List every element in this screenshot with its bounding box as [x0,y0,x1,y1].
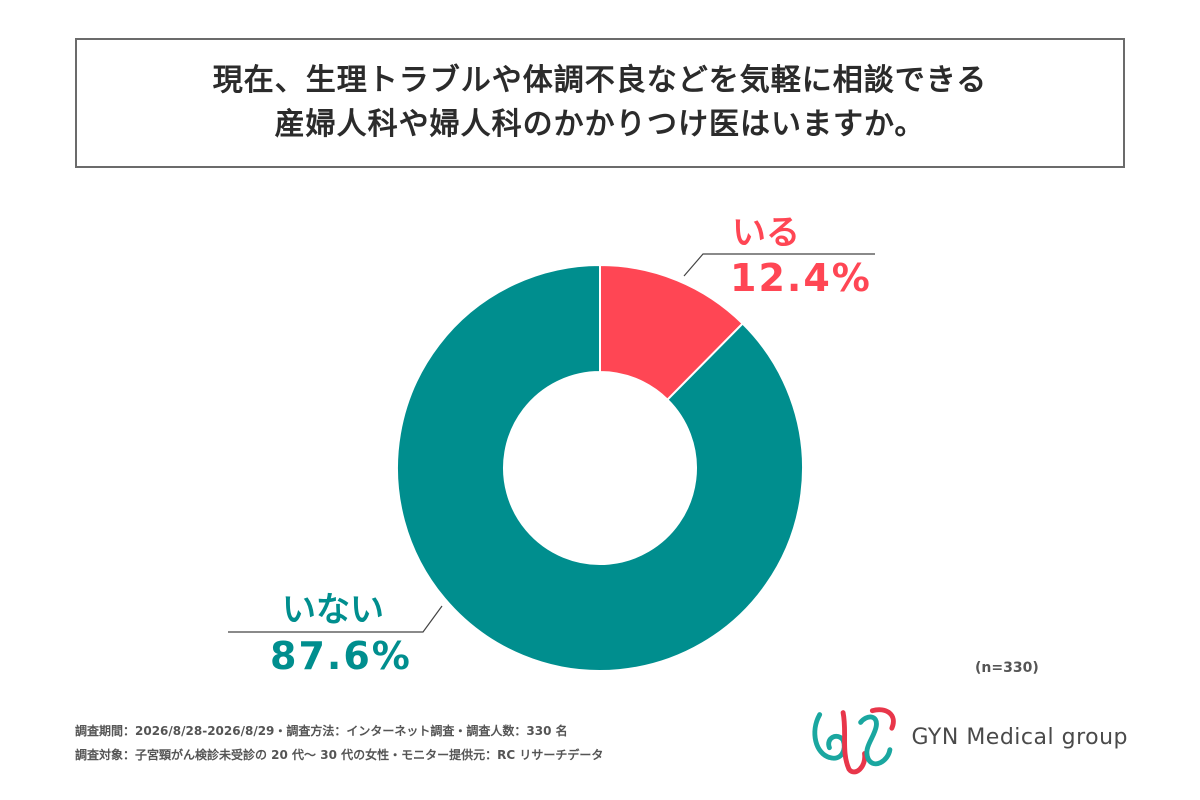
slice-label-inai: いない [282,590,384,630]
title-line-1: 現在、生理トラブルや体調不良などを気軽に相談できる [212,63,988,98]
survey-period-note: 調査期間：2026/8/28-2026/8/29・調査方法：インターネット調査・… [75,724,568,738]
title-line-2: 産婦人科や婦人科のかかりつけ医はいますか。 [274,107,926,142]
logo-text: GYN Medical group [911,724,1128,750]
slice-value-inai: 87.6% [270,634,412,678]
leader-line-inai [228,605,443,633]
gyn-logo-icon [812,707,896,775]
sample-size-note: (n=330) [975,660,1039,676]
slice-value-iru: 12.4% [730,256,872,300]
question-title-box: 現在、生理トラブルや体調不良などを気軽に相談できる 産婦人科や婦人科のかかりつけ… [75,38,1125,168]
slice-label-iru: いる [732,213,800,253]
donut-slice-inai [396,263,804,672]
survey-target-note: 調査対象：子宮頸がん検診未受診の 20 代〜 30 代の女性・モニター提供元：R… [75,748,604,762]
leader-line-iru [683,253,875,277]
brand-logo: GYN Medical group [808,692,1128,782]
